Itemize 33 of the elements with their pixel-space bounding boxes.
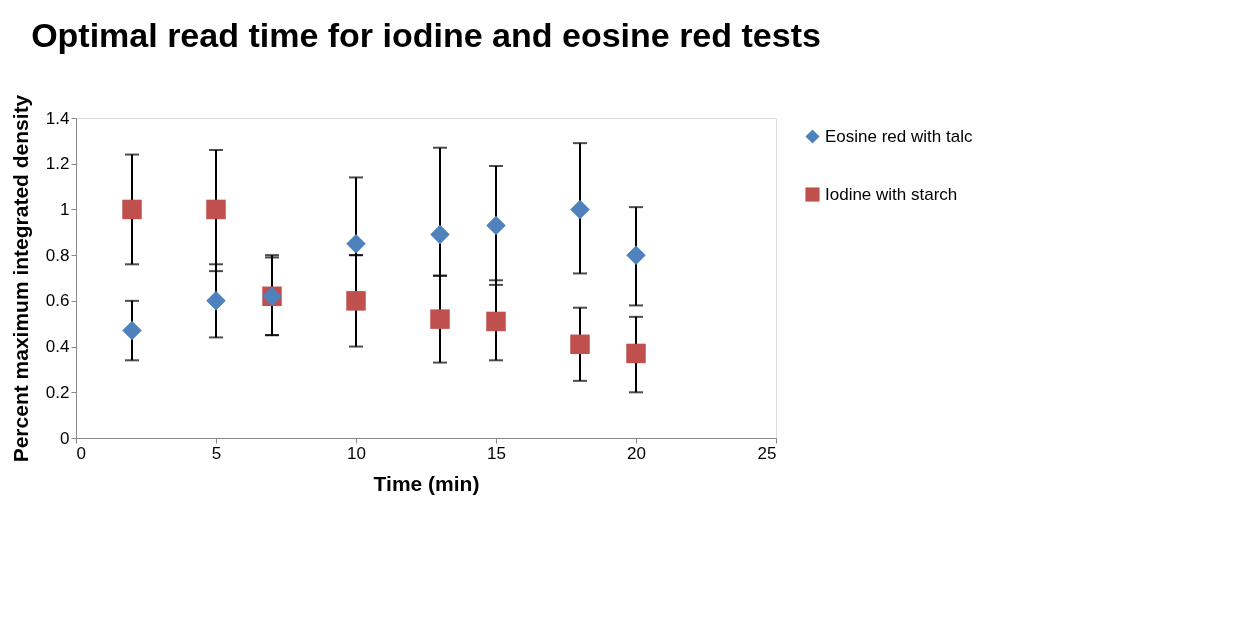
x-tick-label: 10 — [347, 443, 366, 463]
y-axis-title: Percent maximum integrated density — [8, 94, 32, 463]
y-tick-label: 1 — [60, 199, 70, 219]
point — [430, 224, 450, 245]
x-tick-label: 0 — [76, 443, 86, 463]
point — [122, 320, 142, 341]
point — [626, 343, 646, 364]
x-tick-label: 15 — [487, 443, 506, 463]
x-tick-label: 25 — [757, 443, 777, 463]
y-tick-label: 0 — [60, 428, 70, 448]
y-tick-label: 1.4 — [45, 108, 70, 128]
legend-label: Iodine with starch — [825, 184, 958, 204]
y-tick-label: 0.4 — [45, 337, 70, 357]
y-tick-label: 1.2 — [45, 154, 70, 174]
point — [346, 291, 366, 311]
legend-label: Eosine red with talc — [825, 126, 973, 146]
point — [486, 215, 506, 236]
x-axis-title: Time (min) — [373, 471, 480, 495]
point — [430, 309, 450, 329]
point — [570, 334, 590, 355]
point — [626, 245, 646, 265]
point — [346, 233, 366, 254]
x-tick-label: 20 — [627, 443, 646, 463]
point — [486, 311, 506, 332]
point — [206, 199, 226, 220]
x-tick-label: 5 — [211, 443, 222, 463]
y-tick-label: 0.6 — [45, 291, 70, 311]
point — [206, 291, 226, 311]
point — [570, 199, 590, 220]
chart-title: Optimal read time for iodine and eosine red tests — [31, 16, 821, 55]
point — [122, 199, 142, 220]
y-tick-label: 0.2 — [45, 382, 70, 402]
y-tick-label: 0.8 — [45, 245, 70, 265]
